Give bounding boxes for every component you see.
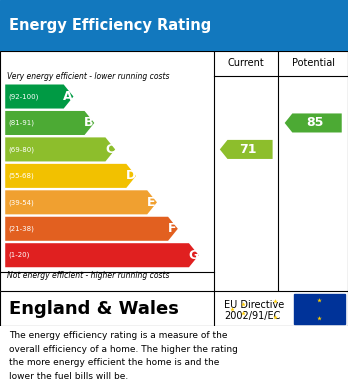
Text: (81-91): (81-91) [9, 120, 35, 126]
Text: (55-68): (55-68) [9, 172, 34, 179]
Polygon shape [5, 84, 73, 109]
Polygon shape [5, 243, 199, 267]
Bar [294, 294, 345, 324]
Text: D: D [126, 169, 136, 182]
Text: The energy efficiency rating is a measure of the
overall efficiency of a home. T: The energy efficiency rating is a measur… [9, 331, 238, 381]
Text: EU Directive: EU Directive [224, 300, 285, 310]
Text: Current: Current [228, 58, 264, 68]
Text: 71: 71 [239, 143, 257, 156]
Text: E: E [147, 196, 156, 209]
Text: (21-38): (21-38) [9, 226, 34, 232]
Text: Very energy efficient - lower running costs: Very energy efficient - lower running co… [7, 72, 169, 81]
Text: Potential: Potential [292, 58, 335, 68]
Polygon shape [5, 137, 115, 161]
Polygon shape [5, 111, 94, 135]
Text: C: C [105, 143, 114, 156]
Text: A: A [63, 90, 73, 103]
Text: B: B [84, 117, 94, 129]
Text: F: F [168, 222, 177, 235]
Text: 2002/91/EC: 2002/91/EC [224, 311, 281, 321]
Polygon shape [285, 113, 342, 133]
Text: (1-20): (1-20) [9, 252, 30, 258]
Polygon shape [5, 190, 157, 214]
Polygon shape [220, 140, 272, 159]
Text: England & Wales: England & Wales [9, 300, 179, 318]
Text: 85: 85 [306, 117, 324, 129]
Text: G: G [188, 249, 198, 262]
Text: (92-100): (92-100) [9, 93, 39, 100]
Polygon shape [5, 164, 136, 188]
Polygon shape [5, 217, 178, 241]
Text: Not energy efficient - higher running costs: Not energy efficient - higher running co… [7, 271, 169, 280]
Text: (69-80): (69-80) [9, 146, 35, 152]
Text: (39-54): (39-54) [9, 199, 34, 206]
Text: Energy Efficiency Rating: Energy Efficiency Rating [9, 18, 211, 33]
